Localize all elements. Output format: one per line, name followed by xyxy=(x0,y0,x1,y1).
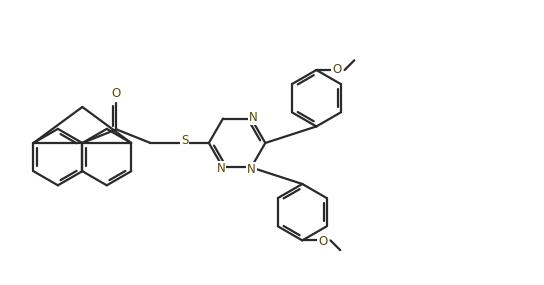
Text: N: N xyxy=(249,111,257,124)
Text: O: O xyxy=(318,235,327,248)
Text: N: N xyxy=(247,163,256,176)
Text: N: N xyxy=(217,162,225,175)
Text: O: O xyxy=(112,87,121,100)
Text: O: O xyxy=(332,62,342,76)
Text: S: S xyxy=(181,134,188,147)
